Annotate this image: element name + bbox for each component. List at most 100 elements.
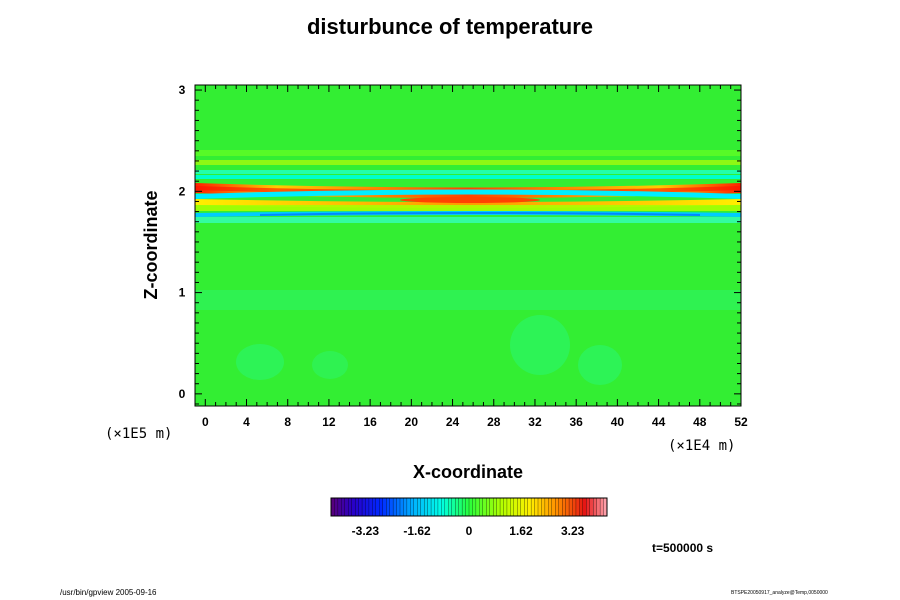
colorbar-cell [492,497,498,517]
colorbar-cell [351,497,356,517]
colorbar-cell [579,497,584,517]
colorbar-cell [541,497,546,517]
field-band [195,160,741,165]
colorbar-cell [499,497,504,517]
colorbar-cell [599,497,604,517]
field-band [260,212,700,216]
colorbar-cell [361,497,366,517]
colorbar-cell [337,497,342,517]
z-unit-label: (×1E5 m) [105,426,172,442]
colorbar-cell [475,497,480,517]
colorbar-cell [417,497,422,517]
colorbar-cell [368,497,373,517]
x-tick-label: 32 [528,415,542,429]
colorbar-cell [534,497,539,517]
colorbar-cell [330,497,335,517]
colorbar-cell [486,497,491,517]
colorbar-tick-label: 1.62 [509,524,533,538]
field-blob [312,351,348,379]
colorbar-tick-labels: -3.23 -1.62 0 1.62 3.23 [352,524,585,538]
colorbar-cell [372,497,377,517]
colorbar-cell [555,497,560,517]
colorbar-cell [348,497,353,517]
colorbar-cell [379,497,384,517]
colorbar-cell [420,497,425,517]
colorbar-cell [568,497,573,517]
x-tick-label: 28 [487,415,501,429]
x-axis-title: X-coordinate [413,462,523,482]
colorbar-cell [582,497,587,517]
time-label: t=500000 s [652,541,714,555]
x-tick-label: 48 [693,415,707,429]
colorbar-cell [544,497,549,517]
colorbar-cell [410,497,415,517]
colorbar-cell [496,497,501,517]
z-tick-label: 3 [179,83,186,97]
colorbar-cell [593,497,598,517]
y-axis-title: Z-coordinate [141,190,161,299]
field-max [400,197,540,203]
colorbar-cell [472,497,477,517]
colorbar-cell [565,497,570,517]
colorbar-cell [382,497,387,517]
colorbar-cell [537,497,542,517]
z-tick-label: 1 [179,286,186,300]
x-tick-label: 12 [322,415,336,429]
x-tick-label: 8 [284,415,291,429]
colorbar-cell [524,497,529,517]
colorbar-cell [423,497,429,517]
colorbar-cell [503,497,508,517]
x-axis-tick-labels: 0 4 8 12 16 20 24 28 32 36 40 44 48 52 [202,415,748,429]
colorbar-cell [448,497,453,517]
colorbar-cell [527,497,532,517]
z-tick-label: 2 [179,184,186,198]
colorbar-cell [386,497,391,517]
colorbar-cell [575,497,580,517]
colorbar-cell [530,497,535,517]
colorbar-tick-label: 3.23 [561,524,585,538]
field-band [195,189,741,199]
field-band [195,170,741,174]
colorbar-cell [517,497,522,517]
colorbar-tick-label: -1.62 [403,524,431,538]
colorbar-cell [551,497,556,517]
field-band [195,205,741,211]
colorbar-cell [344,497,349,517]
z-tick-label: 0 [179,387,186,401]
x-tick-label: 40 [611,415,625,429]
colorbar [330,497,608,517]
x-tick-label: 20 [405,415,419,429]
colorbar-cell [479,497,484,517]
colorbar-cell [358,497,363,517]
colorbar-cell [334,497,339,517]
colorbar-cell [596,497,601,517]
x-tick-label: 4 [243,415,250,429]
x-tick-label: 0 [202,415,209,429]
colorbar-cell [572,497,577,517]
colorbar-cell [396,497,401,517]
colorbar-cell [562,497,567,517]
colorbar-tick-label: -3.23 [352,524,380,538]
colorbar-cell [510,497,515,517]
colorbar-cell [468,497,473,517]
colorbar-cell [399,497,404,517]
colorbar-cell [465,497,470,517]
colorbar-frame [330,497,608,517]
colorbar-cell [461,497,467,517]
heatmap-field [195,85,741,406]
x-unit-label: (×1E4 m) [668,438,735,454]
field-band [195,217,741,223]
field-band [195,175,741,179]
colorbar-cell [441,497,446,517]
footer-right: BTSPE20050917_analyze@Temp,0050000 [731,590,828,596]
colorbar-cell [434,497,439,517]
footer-left: /usr/bin/gpview 2005-09-16 [60,588,157,597]
field-band [195,150,741,156]
colorbar-cell [375,497,380,517]
colorbar-cell [482,497,487,517]
colorbar-cell [586,497,591,517]
x-tick-label: 24 [446,415,460,429]
colorbar-cell [444,497,449,517]
colorbar-tick-label: 0 [466,524,473,538]
